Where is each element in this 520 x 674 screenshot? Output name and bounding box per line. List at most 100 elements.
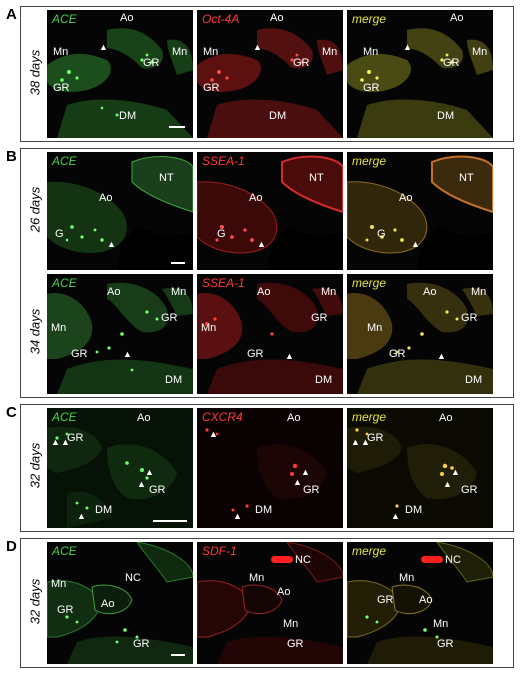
panel-letter-b: B — [6, 148, 17, 165]
tissue-label: DM — [269, 110, 287, 122]
tile-title: SSEA-1 — [202, 154, 245, 168]
panel-letter-a: A — [6, 6, 17, 23]
tissue-label: NT — [459, 172, 474, 184]
tissue-label: GR — [363, 82, 380, 94]
tissue-label: Ao — [423, 286, 437, 298]
tissue-label: Ao — [107, 286, 121, 298]
arrowhead-icon: ▲ — [293, 477, 302, 487]
arrowhead-icon: ▲ — [411, 239, 420, 249]
tissue-label: DM — [405, 504, 423, 516]
tissue-label: DM — [437, 110, 455, 122]
arrowhead-icon: ▲ — [209, 429, 218, 439]
tissue-label: GR — [57, 604, 74, 616]
arrowhead-icon: ▲ — [301, 467, 310, 477]
micrograph-a-ace — [47, 28, 193, 138]
tile-a-merge: merge Ao Mn Mn GR GR DM ▲ — [347, 10, 493, 138]
tissue-label: Ao — [120, 12, 134, 24]
arrowhead-icon: ▲ — [391, 511, 400, 521]
tissue-label: GR — [293, 57, 310, 69]
scale-bar — [169, 126, 185, 128]
tissue-label: Ao — [257, 286, 271, 298]
tissue-label: GR — [311, 312, 328, 324]
arrowhead-icon: ▲ — [437, 351, 446, 361]
tissue-label: DM — [465, 374, 483, 386]
day-label-a: 38 days — [27, 49, 43, 96]
arrowhead-icon: ▲ — [253, 42, 262, 52]
tile-b34-merge: merge Ao Mn Mn GR GR DM ▲ — [347, 274, 493, 394]
arrowhead-icon: ▲ — [451, 467, 460, 477]
tissue-label: NT — [159, 172, 174, 184]
tissue-label: Ao — [399, 192, 413, 204]
tissue-label: DM — [315, 374, 333, 386]
micrograph-b34-ssea1 — [197, 282, 343, 394]
tile-d-merge: merge NC Mn GR Ao Mn GR — [347, 542, 493, 664]
tile-title: merge — [352, 154, 387, 168]
tile-title: ACE — [52, 276, 77, 290]
arrowhead-icon: ▲ — [51, 437, 60, 447]
arrowhead-icon: ▲ — [351, 437, 360, 447]
tissue-label: G — [217, 228, 226, 240]
day-label-d: 32 days — [27, 578, 43, 625]
arrowhead-icon: ▲ — [145, 467, 154, 477]
tissue-label: NC — [125, 572, 141, 584]
tile-title: CXCR4 — [202, 410, 243, 424]
panel-c-frame — [20, 404, 514, 532]
tissue-label: NC — [295, 554, 311, 566]
tissue-label: DM — [255, 504, 273, 516]
tissue-label: Ao — [270, 12, 284, 24]
micrograph-d-ace — [47, 542, 193, 664]
tile-title: merge — [352, 544, 387, 558]
arrowhead-icon: ▲ — [77, 511, 86, 521]
scale-bar — [171, 654, 185, 656]
micrograph-b26-ace — [47, 156, 193, 270]
tissue-label: Mn — [367, 322, 383, 334]
arrowhead-icon: ▲ — [123, 349, 132, 359]
tissue-label: Ao — [277, 586, 291, 598]
arrowhead-icon: ▲ — [361, 437, 370, 447]
arrowhead-icon: ▲ — [233, 511, 242, 521]
tissue-label: GR — [161, 312, 178, 324]
tissue-label: GR — [389, 348, 406, 360]
scale-bar — [171, 262, 185, 264]
tile-a-ace: ACE Ao Mn Mn GR GR DM ▲ — [47, 10, 193, 138]
tissue-label: Ao — [101, 598, 115, 610]
tile-title: merge — [352, 12, 387, 26]
panel-letter-c: C — [6, 404, 17, 421]
arrowhead-icon: ▲ — [107, 239, 116, 249]
tissue-label: Mn — [471, 286, 487, 298]
tissue-label: GR — [287, 638, 304, 650]
tile-d-ace: ACE Mn NC GR Ao GR — [47, 542, 193, 664]
tile-b34-ace: ACE Ao Mn Mn GR GR DM ▲ — [47, 274, 193, 394]
tissue-label: NT — [309, 172, 324, 184]
tissue-label: Mn — [321, 286, 337, 298]
tissue-label: DM — [95, 504, 113, 516]
tissue-label: GR — [133, 638, 150, 650]
tissue-label: GR — [377, 594, 394, 606]
tissue-label: DM — [119, 110, 137, 122]
micrograph-a-oct4a — [197, 28, 343, 138]
tissue-label: GR — [461, 484, 478, 496]
tile-c-merge: merge Ao GR GR DM ▲ ▲ ▲ ▲ ▲ — [347, 408, 493, 528]
tissue-label: GR — [303, 484, 320, 496]
tissue-label: Ao — [99, 192, 113, 204]
tissue-label: GR — [149, 484, 166, 496]
tissue-label: Ao — [249, 192, 263, 204]
tile-b26-ace: ACE NT Ao G ▲ — [47, 152, 193, 270]
tile-title: Oct-4A — [202, 12, 240, 26]
micrograph-c-merge — [347, 408, 493, 528]
micrograph-d-sdf1 — [197, 542, 343, 664]
arrowhead-icon: ▲ — [257, 239, 266, 249]
micrograph-b26-merge — [347, 155, 493, 270]
day-label-c: 32 days — [27, 442, 43, 489]
scale-bar — [153, 520, 187, 522]
tissue-label: GR — [203, 82, 220, 94]
micrograph-d-merge — [347, 542, 493, 664]
tile-a-oct4a: Oct-4A Ao Mn Mn GR GR DM ▲ — [197, 10, 343, 138]
panel-b-frame — [20, 148, 514, 398]
tissue-label: Mn — [201, 322, 217, 334]
tissue-label: Mn — [249, 572, 265, 584]
tissue-label: Ao — [137, 412, 151, 424]
tile-title: SSEA-1 — [202, 276, 245, 290]
tissue-label: Mn — [283, 618, 299, 630]
tile-title: ACE — [52, 544, 77, 558]
